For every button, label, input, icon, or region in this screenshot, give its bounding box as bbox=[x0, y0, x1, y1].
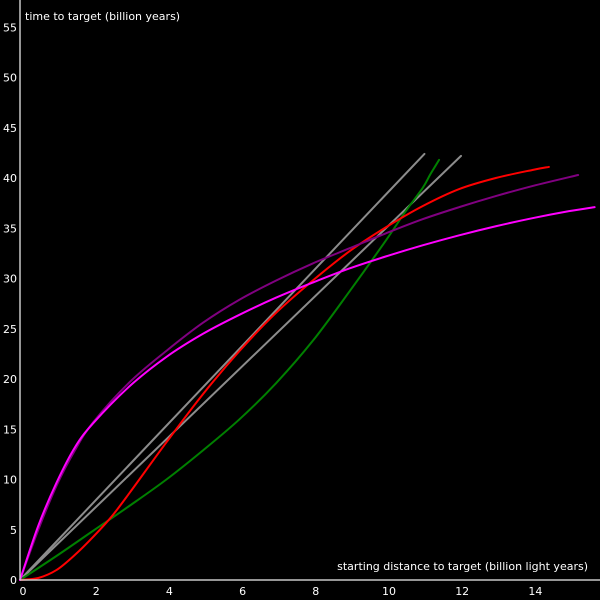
x-tick-label: 0 bbox=[20, 585, 27, 598]
y-tick-label: 50 bbox=[3, 72, 17, 85]
y-tick-label: 5 bbox=[10, 524, 17, 537]
x-axis-label: starting distance to target (billion lig… bbox=[337, 560, 588, 573]
series-layer bbox=[19, 152, 596, 581]
x-tick-label: 14 bbox=[528, 585, 542, 598]
y-tick-label: 15 bbox=[3, 423, 17, 436]
series-line-4 bbox=[19, 165, 550, 581]
x-tick-label: 6 bbox=[239, 585, 246, 598]
x-tick-label: 4 bbox=[166, 585, 173, 598]
y-tick-label: 35 bbox=[3, 222, 17, 235]
x-tick-label: 12 bbox=[455, 585, 469, 598]
y-tick-label: 25 bbox=[3, 323, 17, 336]
x-tick-label: 10 bbox=[382, 585, 396, 598]
y-tick-label: 0 bbox=[10, 574, 17, 587]
y-tick-labels: 0 5 10 15 20 25 30 35 40 45 50 55 bbox=[3, 21, 17, 587]
y-tick-label: 10 bbox=[3, 474, 17, 487]
series-line-5 bbox=[19, 173, 580, 581]
y-tick-label: 45 bbox=[3, 122, 17, 135]
y-tick-label: 20 bbox=[3, 373, 17, 386]
y-axis-label: time to target (billion years) bbox=[25, 10, 180, 23]
y-tick-label: 40 bbox=[3, 172, 17, 185]
series-line-6 bbox=[19, 206, 596, 581]
series-line-1 bbox=[19, 152, 426, 581]
series-line-3 bbox=[19, 158, 441, 581]
x-tick-label: 8 bbox=[312, 585, 319, 598]
x-tick-label: 2 bbox=[93, 585, 100, 598]
y-tick-label: 30 bbox=[3, 273, 17, 286]
y-tick-label: 55 bbox=[3, 21, 17, 34]
x-tick-labels: 0 2 4 6 8 10 12 14 bbox=[20, 585, 543, 598]
